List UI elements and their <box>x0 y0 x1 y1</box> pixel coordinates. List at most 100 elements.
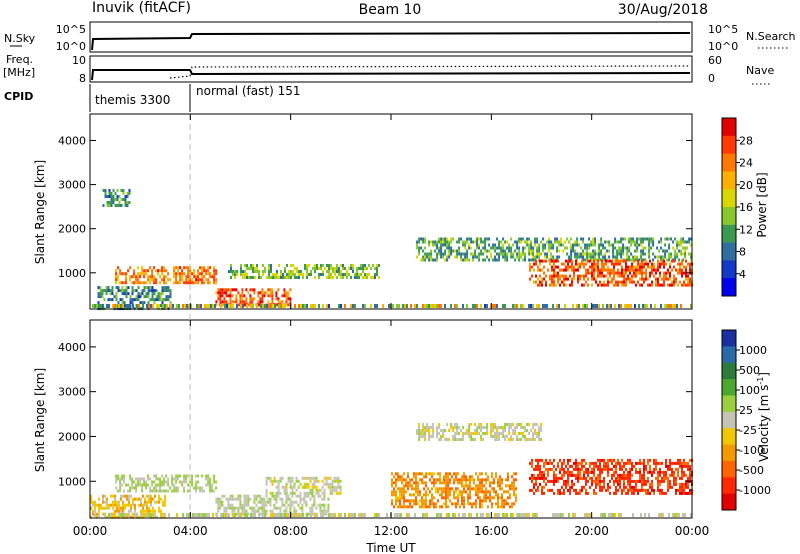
power-cell <box>446 237 449 241</box>
power-cell <box>587 271 589 275</box>
power-cell <box>261 291 264 295</box>
velocity-cell <box>510 513 512 517</box>
power-cell <box>647 262 649 266</box>
power-cell <box>502 243 505 247</box>
velocity-cell <box>573 473 575 477</box>
power-cell <box>608 304 610 308</box>
power-cell <box>528 258 531 262</box>
velocity-cell <box>253 506 256 510</box>
power-cell <box>320 267 322 270</box>
velocity-cell <box>599 464 601 468</box>
power-cell <box>336 264 338 267</box>
velocity-colorbar-segment <box>722 493 736 511</box>
velocity-cell <box>307 491 310 495</box>
velocity-cell <box>661 491 663 495</box>
power-cell <box>628 246 631 250</box>
velocity-cell <box>415 499 417 503</box>
velocity-cell <box>415 490 417 494</box>
velocity-cell <box>579 473 581 477</box>
nsky-tick-top: 10^5 <box>56 23 86 36</box>
power-cell <box>478 246 481 250</box>
power-cell <box>484 304 486 308</box>
power-colorbar-segment <box>722 207 736 226</box>
velocity-cell <box>441 496 443 500</box>
power-cell <box>358 276 360 279</box>
power-cell <box>629 280 631 284</box>
velocity-cell <box>271 509 274 513</box>
power-cell <box>478 255 481 259</box>
power-cell <box>269 294 272 298</box>
velocity-cell <box>585 482 587 486</box>
velocity-cell <box>547 473 549 477</box>
velocity-cell <box>502 513 504 517</box>
power-cell <box>610 304 612 308</box>
velocity-cell <box>571 479 573 483</box>
power-cell <box>261 297 264 301</box>
velocity-cell <box>607 464 609 468</box>
power-cell <box>111 286 114 290</box>
velocity-cell <box>514 432 517 435</box>
velocity-cell <box>623 473 625 477</box>
velocity-cell <box>643 473 645 477</box>
velocity-cell <box>164 515 166 519</box>
velocity-cell <box>259 497 262 501</box>
velocity-cell <box>498 432 501 435</box>
velocity-cell <box>439 505 441 509</box>
velocity-cell <box>281 476 284 480</box>
power-cell <box>446 258 449 262</box>
velocity-cell <box>679 461 681 465</box>
velocity-colorbar-tick-label: 100 <box>739 384 760 397</box>
velocity-cell <box>458 426 461 429</box>
velocity-cell <box>439 493 441 497</box>
power-cell <box>272 276 274 279</box>
velocity-cell <box>516 513 518 517</box>
velocity-cell <box>520 426 523 429</box>
velocity-y-tick-label: 1000 <box>58 475 86 488</box>
velocity-cell <box>337 485 340 489</box>
velocity-cell <box>505 484 507 488</box>
velocity-cell <box>593 488 595 492</box>
power-cell <box>588 255 591 259</box>
velocity-cell <box>123 474 126 478</box>
power-cell <box>528 237 531 241</box>
power-cell <box>590 258 593 262</box>
velocity-cell <box>615 464 617 468</box>
velocity-cell <box>415 481 417 485</box>
power-cell <box>645 274 647 278</box>
power-cell <box>308 264 310 267</box>
power-cell <box>278 264 280 267</box>
velocity-cell <box>584 513 586 517</box>
velocity-cell <box>631 485 633 489</box>
velocity-cell <box>173 486 176 490</box>
power-cell <box>165 281 168 285</box>
velocity-cell <box>545 467 547 471</box>
power-cell <box>633 268 635 272</box>
power-cell <box>528 304 530 308</box>
velocity-cell <box>401 505 403 509</box>
velocity-cell <box>503 499 505 503</box>
velocity-cell <box>411 484 413 488</box>
velocity-cell <box>467 478 469 482</box>
power-cell <box>579 262 581 266</box>
velocity-cell <box>583 470 585 474</box>
power-cell <box>452 249 455 253</box>
power-cell <box>664 304 666 308</box>
velocity-cell <box>492 423 495 426</box>
power-cell <box>114 198 117 201</box>
velocity-cell <box>617 482 619 486</box>
velocity-cell <box>104 494 106 498</box>
power-cell <box>213 266 216 270</box>
velocity-cell <box>293 482 296 486</box>
velocity-cell <box>112 513 114 517</box>
velocity-cell <box>441 490 443 494</box>
power-cell <box>480 240 483 244</box>
power-cell <box>605 274 607 278</box>
power-cell <box>670 252 673 256</box>
power-cell <box>143 286 146 290</box>
power-cell <box>340 276 342 279</box>
velocity-cell <box>145 483 148 487</box>
velocity-cell <box>140 500 142 504</box>
velocity-cell <box>541 491 543 495</box>
velocity-cell <box>589 485 591 489</box>
power-cell <box>645 259 647 263</box>
